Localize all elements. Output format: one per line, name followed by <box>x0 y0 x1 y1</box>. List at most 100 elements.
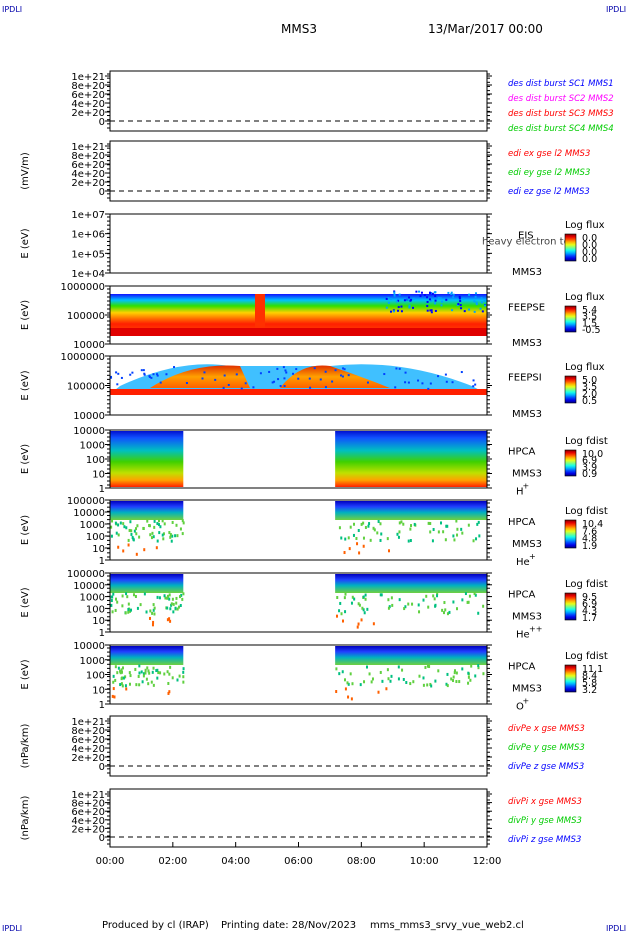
y-tick-label: 100 <box>86 532 105 543</box>
spectrogram-speck <box>418 290 421 293</box>
spectrogram-speck <box>152 683 155 687</box>
colorbar <box>564 592 577 621</box>
spacecraft-label: MMS3 <box>512 338 542 349</box>
y-axis-label: E (eV) <box>20 515 31 545</box>
y-tick-label: 1000 <box>80 593 105 604</box>
spectrogram-speck <box>120 677 123 681</box>
spectrogram-speck <box>116 600 119 604</box>
spectrogram-speck <box>357 529 360 533</box>
spectrogram-speck <box>346 681 349 685</box>
y-axis-label: E (eV) <box>20 370 31 400</box>
colorbar-tick-label: 0.0 <box>582 240 597 251</box>
y-tick-label: 100 <box>86 455 105 466</box>
spectrogram-lobe-right <box>280 365 390 388</box>
spectrogram-speck <box>347 682 350 686</box>
spectrogram-speck <box>112 680 115 684</box>
spectrogram-speck <box>464 592 467 596</box>
spectrogram-speck <box>203 371 206 374</box>
spectrogram-speck <box>276 367 279 370</box>
spectrogram-speck <box>393 294 396 297</box>
spectrogram-speck <box>271 381 274 384</box>
colorbar-title: Log fdist <box>565 506 608 517</box>
spectrogram-speck <box>397 299 400 302</box>
spectrogram-speck <box>432 528 435 532</box>
spectrogram-speck <box>484 304 487 307</box>
header-datetime: 13/Mar/2017 00:00 <box>428 22 543 36</box>
spectrogram-speck <box>420 291 423 294</box>
spectrogram-speck <box>368 672 371 676</box>
y-tick-label: 10 <box>92 616 105 627</box>
spectrogram-speck <box>136 524 139 528</box>
spectrogram-speck <box>110 375 113 378</box>
spectrogram-speck <box>138 664 141 668</box>
spectrogram-speck <box>434 679 437 683</box>
spectrogram-speck <box>141 680 144 684</box>
spectrogram-speck <box>429 382 432 385</box>
spectrogram-speck <box>432 594 435 598</box>
colorbar-title: Log flux <box>565 362 605 373</box>
spectrogram-speck <box>385 306 388 309</box>
spectrogram-speck <box>458 295 461 298</box>
spectrogram-speck <box>476 522 479 526</box>
spectrogram-speck <box>131 536 134 540</box>
spectrogram-speck <box>388 549 391 553</box>
spectrogram-speck <box>387 301 390 304</box>
panel-frame <box>109 70 488 132</box>
spectrogram-speck <box>283 385 286 388</box>
species-label: O <box>516 702 524 713</box>
spectrogram-speck <box>153 519 156 523</box>
spectrogram-speck <box>168 690 171 694</box>
spectrogram-speck <box>145 610 148 614</box>
spectrogram-speck <box>379 593 382 597</box>
spectrogram-speck <box>450 677 453 681</box>
spectrogram-speck <box>334 369 337 372</box>
spectrogram-speck <box>341 670 344 674</box>
spectrogram-speck <box>297 377 300 380</box>
spectrogram-speck <box>116 383 119 386</box>
spectrogram-speck <box>344 687 347 691</box>
spectrogram-speck <box>126 595 129 599</box>
colorbar-tick-label: 3.5 <box>582 382 597 393</box>
spectrogram-speck <box>412 297 415 300</box>
spectrogram-speck <box>475 537 478 541</box>
spectrogram-speck <box>335 667 338 671</box>
spectrogram-speck <box>119 671 122 675</box>
spectrogram-speck <box>450 292 453 295</box>
spectrogram-speck <box>182 592 185 596</box>
footer-printing-date: Printing date: 28/Nov/2023 <box>221 920 357 931</box>
spectrogram-speck <box>152 620 155 624</box>
spectrogram-speck <box>308 377 311 380</box>
colorbar-tick-label: 1.5 <box>582 318 597 329</box>
spectrogram-speck <box>401 668 404 672</box>
spectrogram-speck <box>468 293 471 296</box>
spectrogram-speck <box>380 532 383 536</box>
spectrogram-speck <box>446 612 449 616</box>
spacecraft-label: MMS3 <box>512 612 542 623</box>
spectrogram-speck <box>151 670 154 674</box>
spectrogram-speck <box>473 300 476 303</box>
spectrogram-speck <box>163 672 166 676</box>
spectrogram-speck <box>124 684 127 688</box>
spectrogram-speck <box>407 539 410 543</box>
colorbar-tick-label: 0.0 <box>582 233 597 244</box>
spectrogram-speck <box>227 383 230 386</box>
spectrogram-speck <box>379 670 382 674</box>
spectrogram-speck <box>172 610 175 614</box>
legend-entry: des dist burst SC3 MMS3 <box>508 109 614 119</box>
y-tick-label: 1 <box>99 628 105 639</box>
spectrogram-speck <box>136 606 139 610</box>
spectrogram-lobe-left <box>150 365 250 388</box>
spectrogram-speck <box>336 596 339 600</box>
spectrogram-speck <box>112 592 115 596</box>
spectrogram-speck <box>474 674 477 678</box>
spectrogram-speck <box>162 537 165 541</box>
spectrogram-speck <box>443 601 446 605</box>
spectrogram-speck <box>132 538 135 542</box>
spectrogram-speck <box>456 304 459 307</box>
spectrogram-speck <box>482 604 485 608</box>
spectrogram-speck <box>400 520 403 524</box>
spectrogram-speck <box>467 675 470 679</box>
legend-entry: divPe x gse MMS3 <box>508 724 585 734</box>
y-tick-label: 1e+21 <box>71 790 105 801</box>
colorbar-tick-label: 6.9 <box>582 456 597 467</box>
